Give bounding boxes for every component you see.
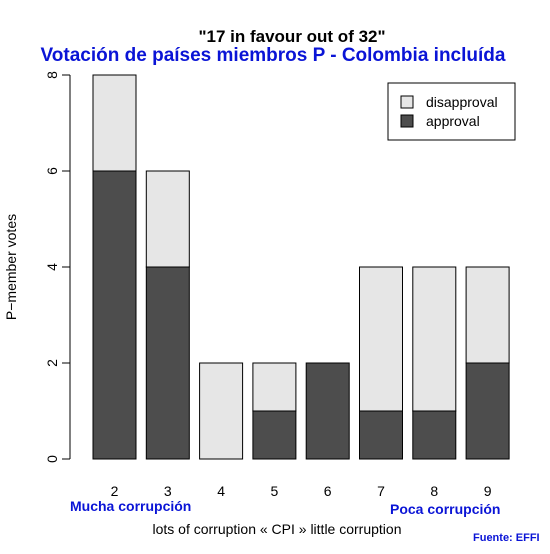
y-tick-label-2: 2 (44, 359, 60, 367)
x-tick-label-7: 7 (377, 483, 385, 499)
bar-disapproval-9 (465, 266, 510, 364)
bar-disapproval-5 (252, 362, 297, 412)
x-tick-label-9: 9 (484, 483, 492, 499)
x-tick-label-4: 4 (217, 483, 225, 499)
bar-disapproval-7 (359, 266, 403, 412)
x-tick-label-2: 2 (111, 483, 119, 499)
source-label: Fuente: EFFI (473, 532, 540, 544)
bar-disapproval-3 (145, 170, 190, 268)
annotation-left: Mucha corrupción (70, 498, 191, 514)
bar-disapproval-8 (412, 266, 457, 412)
legend-box (387, 82, 516, 141)
x-tick-label-5: 5 (271, 483, 279, 499)
x-tick-label-6: 6 (324, 483, 332, 499)
bar-approval-5 (252, 410, 297, 460)
bar-disapproval-2 (92, 74, 137, 172)
bar-approval-7 (359, 410, 403, 460)
bar-approval-3 (145, 266, 190, 460)
legend-label-approval: approval (426, 113, 480, 129)
x-ticks: 2 3 4 5 6 7 8 9 (111, 483, 492, 499)
bar-disapproval-4 (199, 362, 244, 460)
bar-approval-8 (412, 410, 457, 460)
bar-approval-6 (305, 362, 350, 460)
y-axis-label: P−member votes (3, 214, 19, 320)
bar-approval-2 (92, 170, 137, 460)
legend-swatch-disapproval (400, 95, 414, 109)
bars-layer (92, 74, 510, 460)
chart-title: "17 in favour out of 32" (198, 27, 385, 46)
x-tick-label-8: 8 (430, 483, 438, 499)
bar-approval-9 (465, 362, 510, 460)
y-tick-label-4: 4 (44, 263, 60, 271)
annotation-right: Poca corrupción (390, 501, 500, 517)
y-tick-label-6: 6 (44, 167, 60, 175)
y-ticks: 0 2 4 6 8 (44, 71, 70, 463)
y-tick-label-0: 0 (44, 455, 60, 463)
x-axis-label: lots of corruption « CPI » little corrup… (152, 521, 401, 537)
legend-label-disapproval: disapproval (426, 94, 498, 110)
y-tick-label-8: 8 (44, 71, 60, 79)
legend-swatch-approval (400, 114, 414, 128)
chart-subtitle: Votación de países miembros P - Colombia… (41, 45, 506, 66)
legend: disapproval approval (387, 82, 516, 141)
x-tick-label-3: 3 (164, 483, 172, 499)
